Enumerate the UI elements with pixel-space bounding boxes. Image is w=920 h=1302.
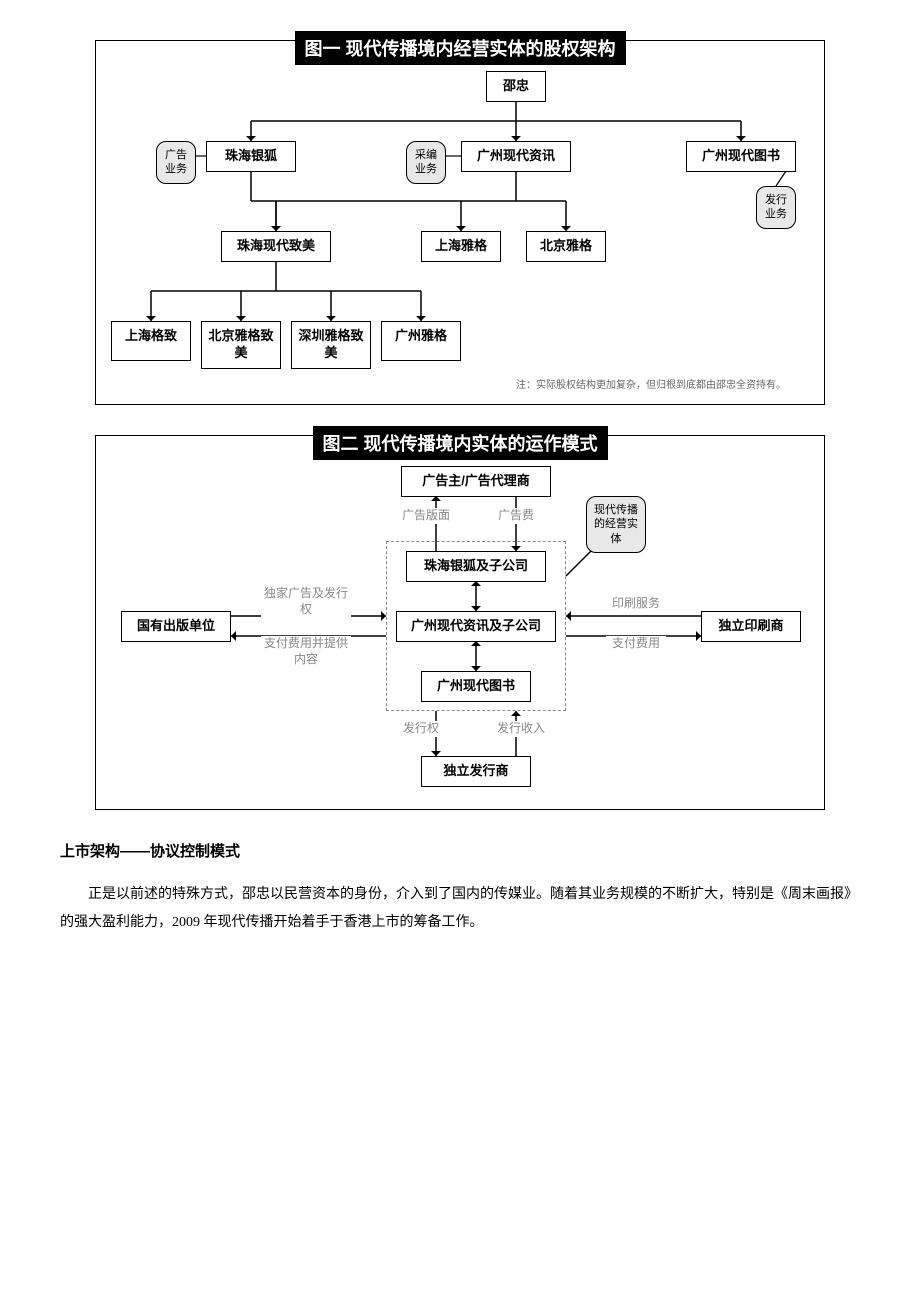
org-node: 上海雅格	[421, 231, 501, 262]
figure-2-title-wrap: 图二 现代传播境内实体的运作模式	[106, 426, 814, 460]
flow-node: 国有出版单位	[121, 611, 231, 642]
flow-node: 广告主/广告代理商	[401, 466, 551, 497]
edge-label: 发行权	[396, 721, 446, 737]
org-node: 北京雅格	[526, 231, 606, 262]
body-paragraph: 正是以前述的特殊方式，邵忠以民营资本的身份，介入到了国内的传媒业。随着其业务规模…	[60, 881, 860, 937]
edge-label: 广告版面	[396, 508, 456, 524]
callout-label: 采编业务	[406, 141, 446, 184]
flow-node: 广州现代资讯及子公司	[396, 611, 556, 642]
edge-label: 广告费	[491, 508, 541, 524]
flow-node: 独立印刷商	[701, 611, 801, 642]
figure-1-footnote: 注：实际股权结构更加复杂，但归根到底都由邵忠全资持有。	[516, 376, 786, 391]
org-node: 邵忠	[486, 71, 546, 102]
edge-label: 支付费用	[606, 636, 666, 652]
org-node: 广州雅格	[381, 321, 461, 361]
figure-2: 图二 现代传播境内实体的运作模式 广告主/广告代理商珠海银狐及子公司广州现代资讯…	[95, 435, 825, 810]
flow-node: 独立发行商	[421, 756, 531, 787]
org-node: 北京雅格致美	[201, 321, 281, 369]
callout-label: 广告业务	[156, 141, 196, 184]
section-heading: 上市架构——协议控制模式	[60, 840, 860, 861]
org-node: 广州现代图书	[686, 141, 796, 172]
org-node: 珠海银狐	[206, 141, 296, 172]
callout-label: 现代传播的经营实体	[586, 496, 646, 553]
figure-1-title-wrap: 图一 现代传播境内经营实体的股权架构	[106, 31, 814, 65]
edge-label: 发行收入	[491, 721, 551, 737]
callout-label: 发行业务	[756, 186, 796, 229]
org-node: 广州现代资讯	[461, 141, 571, 172]
flow-node: 珠海银狐及子公司	[406, 551, 546, 582]
org-node: 珠海现代致美	[221, 231, 331, 262]
edge-label: 独家广告及发行权	[261, 586, 351, 617]
edge-label: 印刷服务	[606, 596, 666, 612]
figure-1-title: 图一 现代传播境内经营实体的股权架构	[295, 31, 626, 65]
figure-1: 图一 现代传播境内经营实体的股权架构 邵忠珠海银狐广州现代资讯广州现代图书珠海现…	[95, 40, 825, 405]
edge-label: 支付费用并提供内容	[261, 636, 351, 667]
org-node: 深圳雅格致美	[291, 321, 371, 369]
org-node: 上海格致	[111, 321, 191, 361]
flow-node: 广州现代图书	[421, 671, 531, 702]
figure-2-title: 图二 现代传播境内实体的运作模式	[313, 426, 608, 460]
